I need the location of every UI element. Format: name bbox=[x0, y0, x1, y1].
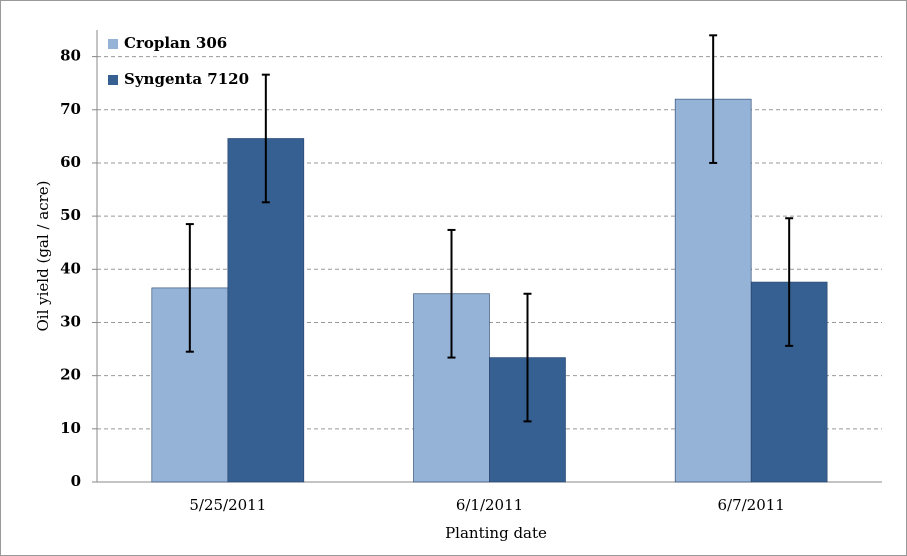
y-axis-title: Oil yield (gal / acre) bbox=[34, 180, 52, 331]
x-tick-label: 6/7/2011 bbox=[717, 496, 784, 514]
legend-label: Croplan 306 bbox=[124, 34, 227, 52]
x-axis-title: Planting date bbox=[445, 524, 547, 542]
x-tick-label: 6/1/2011 bbox=[456, 496, 523, 514]
legend-label: Syngenta 7120 bbox=[124, 70, 249, 88]
y-tick-label: 80 bbox=[60, 47, 81, 65]
y-tick-label: 50 bbox=[60, 206, 81, 224]
y-tick-label: 0 bbox=[71, 472, 81, 490]
legend-swatch bbox=[108, 75, 118, 85]
legend-swatch bbox=[108, 39, 118, 49]
y-tick-label: 40 bbox=[60, 259, 81, 277]
y-tick-label: 10 bbox=[60, 419, 81, 437]
x-tick-label: 5/25/2011 bbox=[189, 496, 266, 514]
y-tick-label: 30 bbox=[60, 312, 81, 330]
y-tick-label: 60 bbox=[60, 153, 81, 171]
y-tick-label: 70 bbox=[60, 100, 81, 118]
y-tick-label: 20 bbox=[60, 366, 81, 384]
